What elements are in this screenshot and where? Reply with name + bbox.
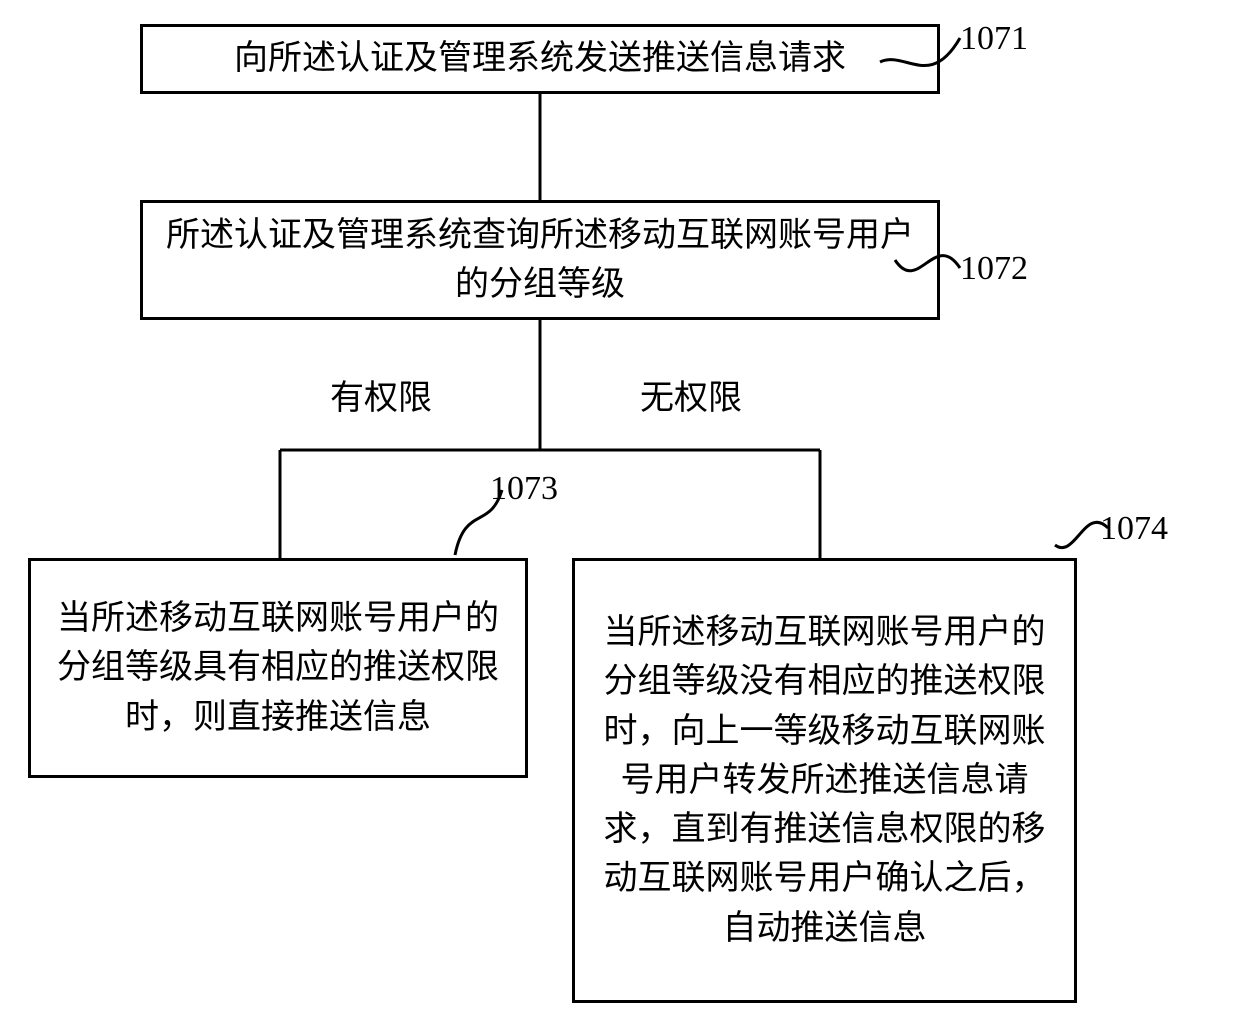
flow-node-1071-text: 向所述认证及管理系统发送推送信息请求 <box>234 34 846 83</box>
flow-node-1073: 当所述移动互联网账号用户的分组等级具有相应的推送权限时，则直接推送信息 <box>28 558 528 778</box>
ref-label-1073: 1073 <box>490 470 558 508</box>
branch-label-no-permission: 无权限 <box>640 370 742 419</box>
branch-label-has-permission: 有权限 <box>330 370 432 419</box>
flow-node-1072: 所述认证及管理系统查询所述移动互联网账号用户的分组等级 <box>140 200 940 320</box>
ref-label-1074: 1074 <box>1100 510 1168 548</box>
flow-node-1071: 向所述认证及管理系统发送推送信息请求 <box>140 24 940 94</box>
flow-node-1073-text: 当所述移动互联网账号用户的分组等级具有相应的推送权限时，则直接推送信息 <box>46 594 510 742</box>
ref-label-1071: 1071 <box>960 20 1028 58</box>
ref-label-1072: 1072 <box>960 250 1028 288</box>
flow-node-1074: 当所述移动互联网账号用户的分组等级没有相应的推送权限时，向上一等级移动互联网账号… <box>572 558 1077 1003</box>
flow-node-1074-text: 当所述移动互联网账号用户的分组等级没有相应的推送权限时，向上一等级移动互联网账号… <box>590 608 1059 953</box>
flow-node-1072-text: 所述认证及管理系统查询所述移动互联网账号用户的分组等级 <box>158 211 922 310</box>
